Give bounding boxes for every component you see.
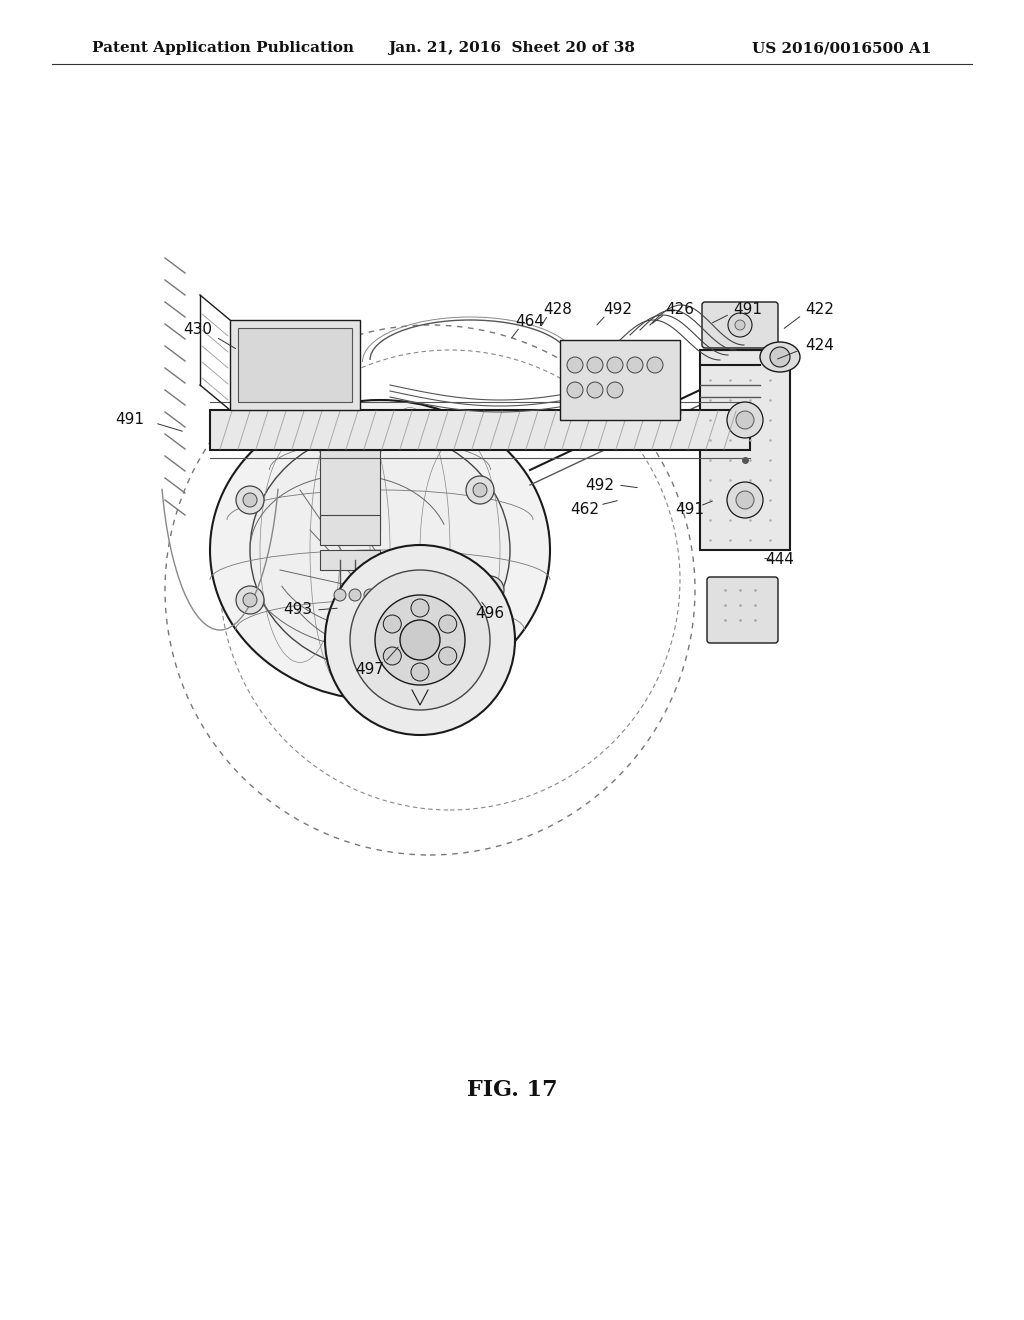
FancyBboxPatch shape <box>230 319 360 411</box>
Circle shape <box>607 381 623 399</box>
Circle shape <box>411 599 429 616</box>
Text: 422: 422 <box>806 302 835 318</box>
FancyBboxPatch shape <box>238 327 352 403</box>
Circle shape <box>400 620 440 660</box>
Circle shape <box>243 593 257 607</box>
Circle shape <box>325 545 515 735</box>
Circle shape <box>587 381 603 399</box>
Circle shape <box>567 381 583 399</box>
Text: 497: 497 <box>355 663 384 677</box>
Circle shape <box>243 492 257 507</box>
Circle shape <box>587 356 603 374</box>
Circle shape <box>727 482 763 517</box>
Circle shape <box>438 615 457 634</box>
FancyBboxPatch shape <box>319 550 380 570</box>
Text: 426: 426 <box>666 302 694 318</box>
FancyBboxPatch shape <box>560 341 680 420</box>
Text: Jan. 21, 2016  Sheet 20 of 38: Jan. 21, 2016 Sheet 20 of 38 <box>388 41 636 55</box>
Circle shape <box>567 356 583 374</box>
Circle shape <box>627 356 643 374</box>
Circle shape <box>375 595 465 685</box>
Circle shape <box>736 411 754 429</box>
FancyBboxPatch shape <box>707 577 778 643</box>
Circle shape <box>364 589 376 601</box>
Text: 491: 491 <box>676 503 705 517</box>
Circle shape <box>236 486 264 513</box>
Ellipse shape <box>250 430 510 671</box>
Circle shape <box>383 647 401 665</box>
Text: Patent Application Publication: Patent Application Publication <box>92 41 354 55</box>
Circle shape <box>334 589 346 601</box>
Circle shape <box>476 576 504 605</box>
Text: FIG. 17: FIG. 17 <box>467 1078 557 1101</box>
Circle shape <box>607 356 623 374</box>
Text: 464: 464 <box>515 314 545 330</box>
Text: 428: 428 <box>544 302 572 318</box>
Text: US 2016/0016500 A1: US 2016/0016500 A1 <box>753 41 932 55</box>
FancyBboxPatch shape <box>700 350 790 550</box>
Circle shape <box>349 589 361 601</box>
Circle shape <box>411 663 429 681</box>
Text: 496: 496 <box>475 606 505 622</box>
Circle shape <box>473 483 487 498</box>
Text: 493: 493 <box>284 602 312 618</box>
Text: 444: 444 <box>766 553 795 568</box>
Circle shape <box>350 570 490 710</box>
Text: 491: 491 <box>116 412 144 428</box>
Circle shape <box>383 615 401 634</box>
Circle shape <box>466 477 494 504</box>
Circle shape <box>736 491 754 510</box>
Text: 430: 430 <box>183 322 213 338</box>
Circle shape <box>438 647 457 665</box>
Circle shape <box>483 583 497 597</box>
Ellipse shape <box>760 342 800 372</box>
FancyBboxPatch shape <box>702 302 778 348</box>
Circle shape <box>727 403 763 438</box>
FancyBboxPatch shape <box>210 411 750 450</box>
Circle shape <box>770 347 790 367</box>
FancyBboxPatch shape <box>319 450 380 531</box>
FancyBboxPatch shape <box>319 515 380 545</box>
Text: 491: 491 <box>733 302 763 318</box>
Text: 462: 462 <box>570 503 599 517</box>
Text: 492: 492 <box>586 478 614 492</box>
Circle shape <box>647 356 663 374</box>
Circle shape <box>728 313 752 337</box>
Ellipse shape <box>210 400 550 700</box>
Circle shape <box>735 319 745 330</box>
Text: 492: 492 <box>603 302 633 318</box>
Circle shape <box>236 586 264 614</box>
Text: 424: 424 <box>806 338 835 352</box>
